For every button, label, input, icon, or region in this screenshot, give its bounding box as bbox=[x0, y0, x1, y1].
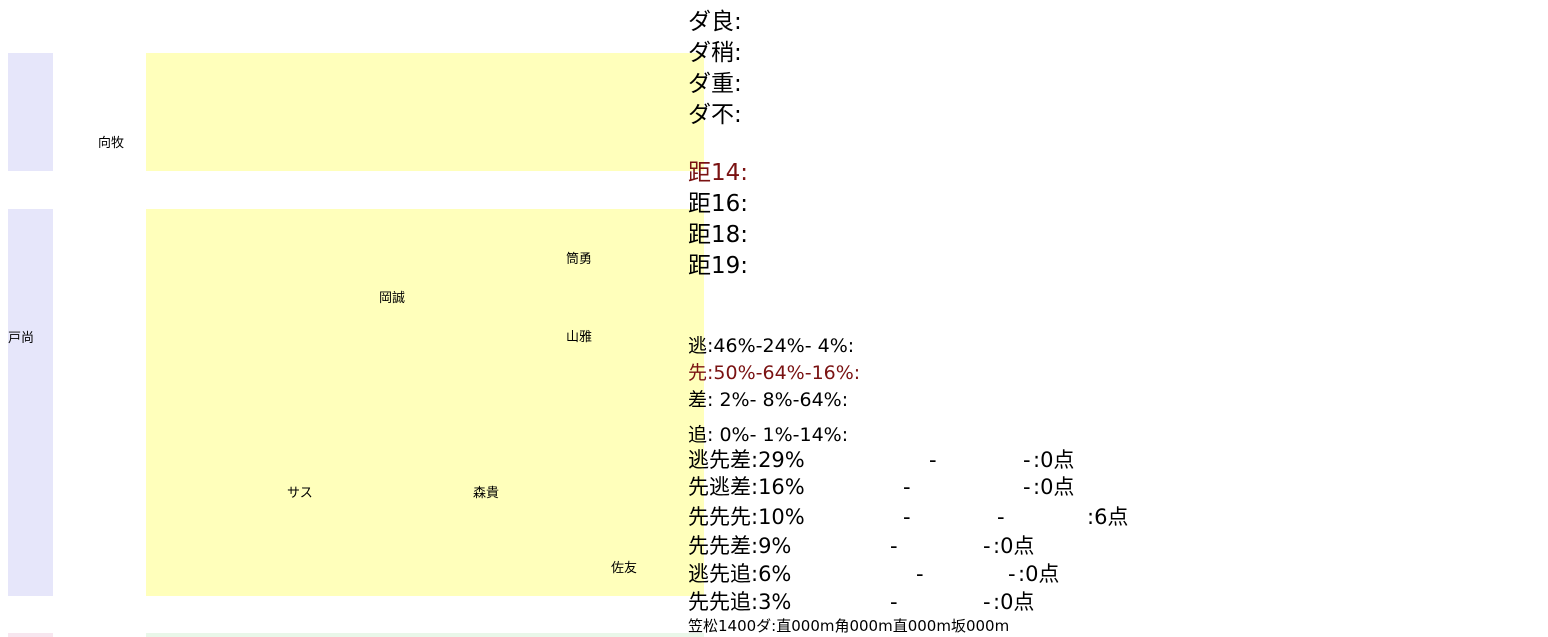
jockey-label: 森貴 bbox=[473, 486, 500, 501]
jockey-label: 岡誠 bbox=[379, 291, 406, 306]
combo-score: :6点 bbox=[1087, 505, 1129, 529]
combo-dash: - bbox=[903, 475, 911, 499]
combo-row: 先先先:10% - - :6点 bbox=[688, 506, 1548, 528]
combo-dash: - bbox=[903, 505, 911, 529]
jockey-label: 山雅 bbox=[566, 330, 593, 345]
distance-1600: 距16: bbox=[688, 191, 749, 217]
combo-row: 先逃差:16% - - :0点 bbox=[688, 476, 1548, 498]
combo-row: 先先差:9% - - :0点 bbox=[688, 535, 1548, 557]
pace-front-runner: 逃:46%-24%- 4%: bbox=[688, 335, 855, 357]
jockey-label: サス bbox=[287, 486, 313, 501]
combo-dash: - bbox=[983, 590, 991, 614]
combo-score: :0点 bbox=[993, 534, 1035, 558]
combo-label: 先先差:9% bbox=[688, 534, 792, 558]
combo-label: 逃先追:6% bbox=[688, 562, 792, 586]
trainer-label-top: 向牧 bbox=[98, 136, 125, 151]
lane-header-middle bbox=[8, 209, 53, 596]
combo-dash: - bbox=[929, 448, 937, 472]
combo-score: :0点 bbox=[1033, 448, 1075, 472]
combo-row: 逃先差:29% - - :0点 bbox=[688, 449, 1548, 471]
position-block-bottom bbox=[146, 633, 704, 637]
jockey-label: 筒勇 bbox=[566, 252, 593, 267]
combo-label: 先先追:3% bbox=[688, 590, 792, 614]
pace-stalker: 先:50%-64%-16%: bbox=[688, 362, 861, 384]
jockey-label: 佐友 bbox=[611, 561, 638, 576]
race-info-panel: ダ良: ダ稍: ダ重: ダ不: 距14: 距16: 距18: 距19: 逃:46… bbox=[688, 0, 1548, 637]
combo-dash: - bbox=[983, 534, 991, 558]
distance-1400: 距14: bbox=[688, 160, 749, 186]
position-block-middle bbox=[146, 209, 704, 596]
lane-header-bottom bbox=[8, 633, 53, 637]
combo-label: 逃先差:29% bbox=[688, 448, 805, 472]
combo-dash: - bbox=[1008, 562, 1016, 586]
combo-row: 先先追:3% - - :0点 bbox=[688, 591, 1548, 613]
pace-deep-closer: 追: 0%- 1%-14%: bbox=[688, 424, 849, 446]
combo-label: 先先先:10% bbox=[688, 505, 805, 529]
combo-dash: - bbox=[890, 590, 898, 614]
distance-1800: 距18: bbox=[688, 222, 749, 248]
combo-dash: - bbox=[916, 562, 924, 586]
course-info: 笠松1400ダ:直000m角000m直000m坂000m bbox=[688, 617, 1010, 635]
combo-dash: - bbox=[1023, 448, 1031, 472]
combo-score: :0点 bbox=[1033, 475, 1075, 499]
distance-1900: 距19: bbox=[688, 253, 749, 279]
track-condition-heavy: ダ重: bbox=[688, 71, 742, 97]
combo-label: 先逃差:16% bbox=[688, 475, 805, 499]
trainer-label-middle: 戸尚 bbox=[8, 331, 35, 346]
track-condition-slightly-heavy: ダ稍: bbox=[688, 40, 742, 66]
combo-row: 逃先追:6% - - :0点 bbox=[688, 563, 1548, 585]
combo-dash: - bbox=[1023, 475, 1031, 499]
position-block-top bbox=[146, 53, 704, 171]
combo-score: :0点 bbox=[993, 590, 1035, 614]
combo-dash: - bbox=[997, 505, 1005, 529]
lane-header-top bbox=[8, 53, 53, 171]
track-condition-bad: ダ不: bbox=[688, 102, 742, 128]
combo-score: :0点 bbox=[1018, 562, 1060, 586]
pace-closer: 差: 2%- 8%-64%: bbox=[688, 389, 849, 411]
track-condition-good: ダ良: bbox=[688, 9, 742, 35]
combo-dash: - bbox=[890, 534, 898, 558]
